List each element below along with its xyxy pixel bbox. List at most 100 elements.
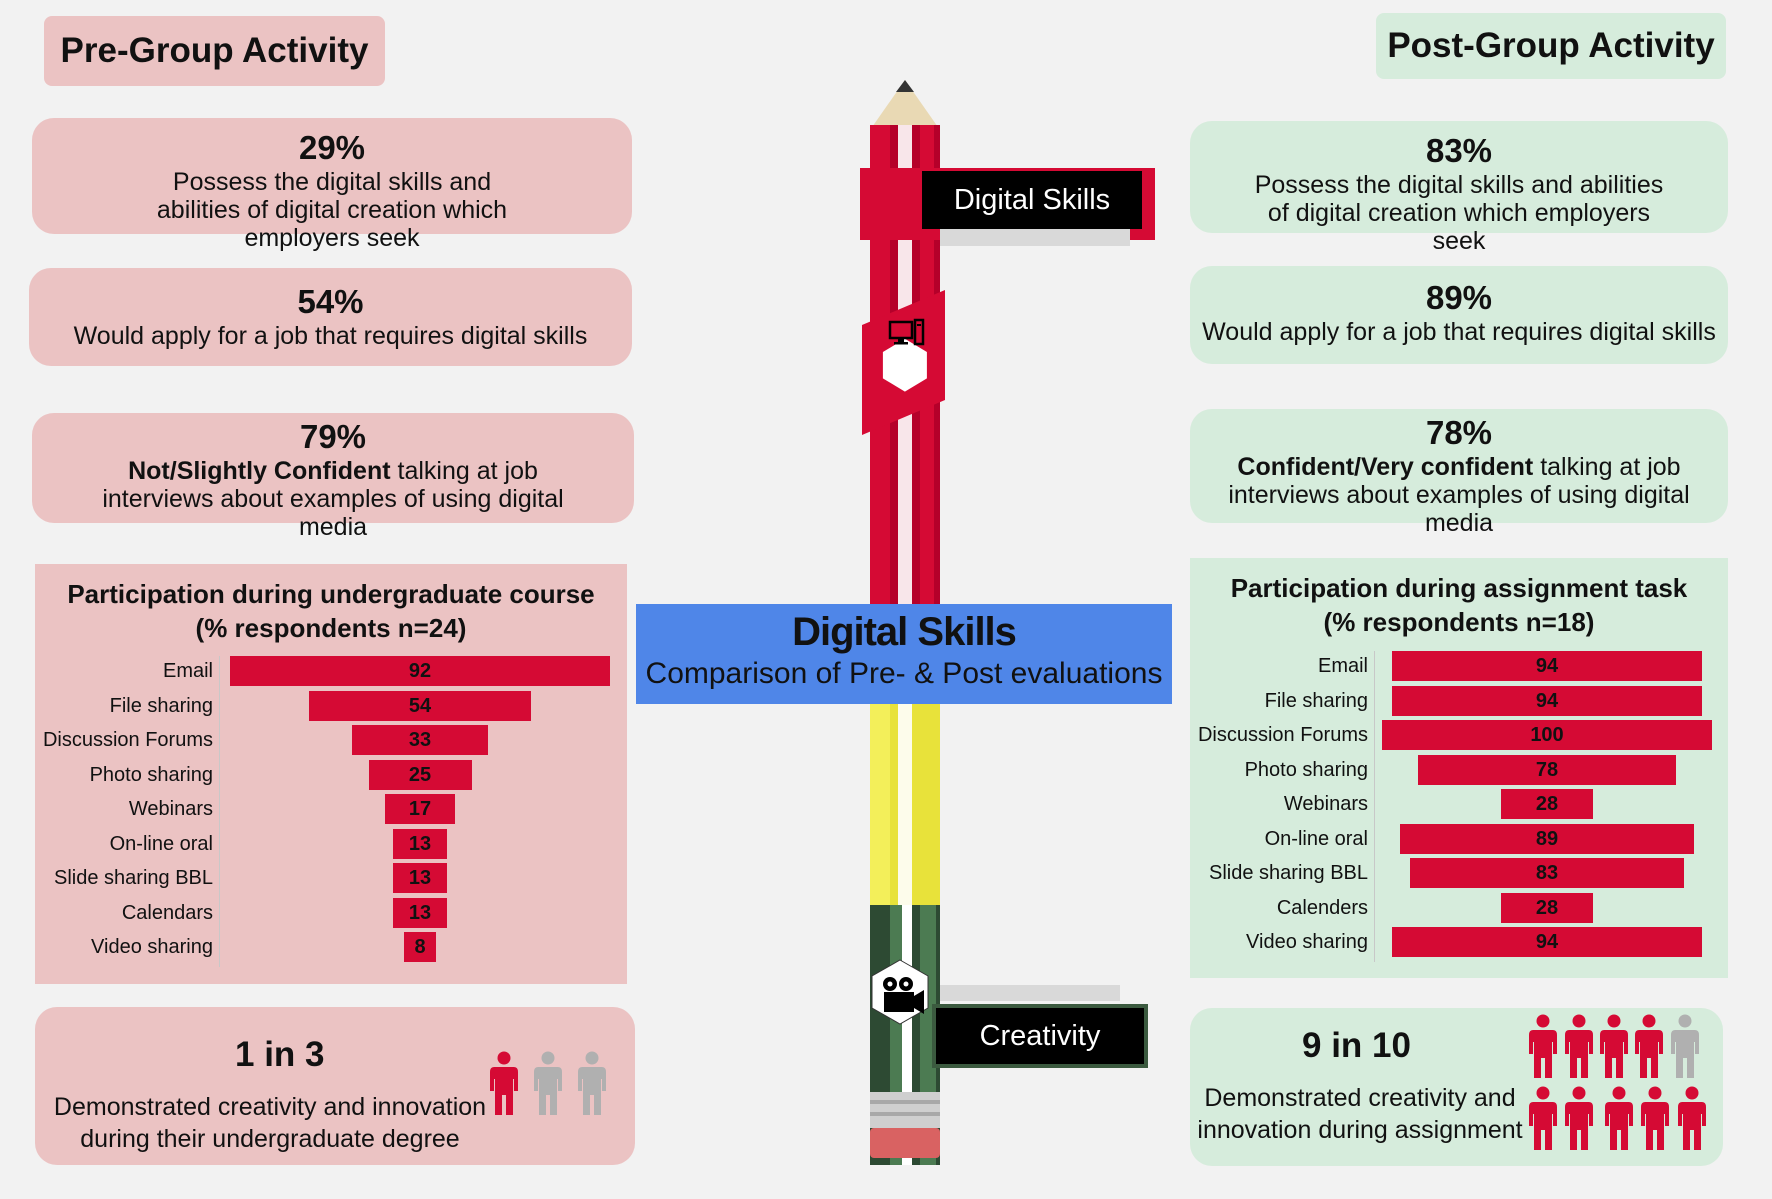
person-icon xyxy=(1677,1086,1707,1157)
digital-skills-sign: Digital Skills xyxy=(922,171,1142,229)
bar xyxy=(1382,720,1712,750)
post-chart-subtitle: (% respondents n=18) xyxy=(1323,607,1595,637)
bar xyxy=(352,725,488,755)
bar xyxy=(393,863,447,893)
pencil-lead xyxy=(896,80,914,92)
post-stat-2-text: Would apply for a job that requires digi… xyxy=(1202,318,1716,346)
axis-line xyxy=(1374,651,1375,962)
post-stat-2-value: 89% xyxy=(1425,279,1493,316)
person-icon xyxy=(1670,1014,1700,1085)
post-group-header: Post-Group Activity xyxy=(1376,13,1726,79)
post-stat-3-value: 78% xyxy=(1425,414,1493,451)
computer-icon xyxy=(888,318,925,346)
bar-value-label: 94 xyxy=(1535,655,1559,677)
bar-value-label: 28 xyxy=(1535,896,1559,919)
post-stat-1-value: 83% xyxy=(1425,132,1493,169)
pre-stat-3-text: Not/Slightly Confident talking at job in… xyxy=(32,457,634,541)
post-creativity-ratio: 9 in 10 xyxy=(1302,1026,1411,1065)
bar-value-label: 94 xyxy=(1535,689,1559,712)
category-label: Discussion Forums xyxy=(1197,724,1368,746)
category-label: Email xyxy=(1317,655,1368,677)
category-label: File sharing xyxy=(1264,689,1368,712)
bar-value-label: 28 xyxy=(1535,793,1559,815)
bar xyxy=(1391,685,1703,716)
category-label: Video sharing xyxy=(91,936,213,958)
pre-chart-title: Participation during undergraduate cours… xyxy=(67,579,595,609)
post-stat-3-text: Confident/Very confident talking at job … xyxy=(1190,453,1728,537)
bar-value-label: 92 xyxy=(408,660,432,682)
person-icon xyxy=(1528,1014,1558,1085)
category-label: Discussion Forums xyxy=(42,729,213,751)
pre-stat-1-value: 29% xyxy=(298,129,366,166)
post-funnel-chart: Email 94 File sharing 94 Discussion Forums 10… xyxy=(1190,651,1728,962)
pre-chart-panel: Participation during undergraduate cours… xyxy=(35,564,627,984)
category-label: On-line oral xyxy=(1264,827,1368,850)
category-label: Photo sharing xyxy=(1244,758,1368,781)
category-label: Webinars xyxy=(1283,793,1368,815)
pre-stat-2-text: Would apply for a job that requires digi… xyxy=(73,322,588,350)
category-label: Slide sharing BBL xyxy=(54,867,213,889)
bar xyxy=(1410,858,1684,888)
post-stat-3-rest: talking at job interviews about examples… xyxy=(1228,453,1690,537)
bar-value-label: 83 xyxy=(1535,862,1559,884)
bar xyxy=(1391,927,1703,957)
bar xyxy=(1391,651,1703,681)
pre-funnel-chart: Email 92 File sharing 54 Discussion Forums 33… xyxy=(35,656,627,967)
bar xyxy=(308,690,532,721)
post-creativity-box: 9 in 10 Demonstrated creativity and inno… xyxy=(1190,1008,1723,1166)
bar xyxy=(1500,789,1594,819)
bar xyxy=(1400,823,1694,854)
bar-value-label: 25 xyxy=(408,763,432,786)
center-title: Digital Skills xyxy=(792,610,1017,654)
pre-creativity-ratio: 1 in 3 xyxy=(235,1035,325,1074)
bar-value-label: 54 xyxy=(408,694,432,717)
center-title-box: Digital Skills Comparison of Pre- & Post… xyxy=(636,604,1172,704)
person-icon xyxy=(1640,1086,1670,1157)
pre-group-header: Pre-Group Activity xyxy=(44,16,385,86)
axis-line xyxy=(219,656,220,967)
person-icon xyxy=(1564,1086,1594,1157)
film-camera-icon xyxy=(883,977,924,1014)
person-icon xyxy=(489,1051,519,1122)
pre-stat-3-rest: talking at job interviews about examples… xyxy=(102,457,564,541)
bar-value-label: 13 xyxy=(408,832,432,855)
post-stat-2: 89% Would apply for a job that requires … xyxy=(1190,266,1728,364)
pre-people-icons xyxy=(489,1051,639,1121)
pencil-ferrule xyxy=(870,1092,940,1128)
category-label: Photo sharing xyxy=(89,763,213,786)
bar xyxy=(384,794,455,824)
bar-value-label: 13 xyxy=(408,867,432,889)
category-label: File sharing xyxy=(109,694,213,717)
person-icon xyxy=(577,1051,607,1122)
pencil-wood-tip xyxy=(870,80,940,130)
bar xyxy=(368,759,472,790)
bar xyxy=(1418,754,1676,785)
bar xyxy=(393,828,447,859)
post-chart-panel: Participation during assignment task (% … xyxy=(1190,558,1728,978)
pre-stat-1: 29% Possess the digital skills and abili… xyxy=(32,118,632,252)
category-label: Slide sharing BBL xyxy=(1209,862,1368,884)
computer-hexagon xyxy=(882,338,927,392)
pre-creativity-box: 1 in 3 Demonstrated creativity and innov… xyxy=(35,1007,635,1165)
bar xyxy=(403,932,437,962)
pre-stat-1-text: Possess the digital skills and abilities… xyxy=(156,168,508,252)
bar-value-label: 78 xyxy=(1535,758,1559,781)
category-label: Calenders xyxy=(1276,896,1368,919)
post-stat-1-text: Possess the digital skills and abilities… xyxy=(1254,171,1664,255)
pre-stat-3: 79% Not/Slightly Confident talking at jo… xyxy=(32,413,634,541)
post-stat-3-bold: Confident/Very confident xyxy=(1237,453,1534,481)
category-label: Webinars xyxy=(128,798,213,820)
post-people-icons xyxy=(1528,1014,1718,1164)
category-label: Email xyxy=(162,660,213,682)
category-label: Video sharing xyxy=(1246,931,1368,953)
category-label: Calendars xyxy=(121,901,213,924)
bar xyxy=(393,897,447,928)
category-label: On-line oral xyxy=(109,832,213,855)
post-creativity-text: Demonstrated creativity and innovation d… xyxy=(1197,1084,1523,1144)
center-subtitle: Comparison of Pre- & Post evaluations xyxy=(645,657,1163,690)
person-icon xyxy=(1634,1014,1664,1085)
bar-value-label: 17 xyxy=(408,798,432,820)
bar xyxy=(1500,892,1594,923)
pre-stat-2-value: 54% xyxy=(297,283,364,320)
